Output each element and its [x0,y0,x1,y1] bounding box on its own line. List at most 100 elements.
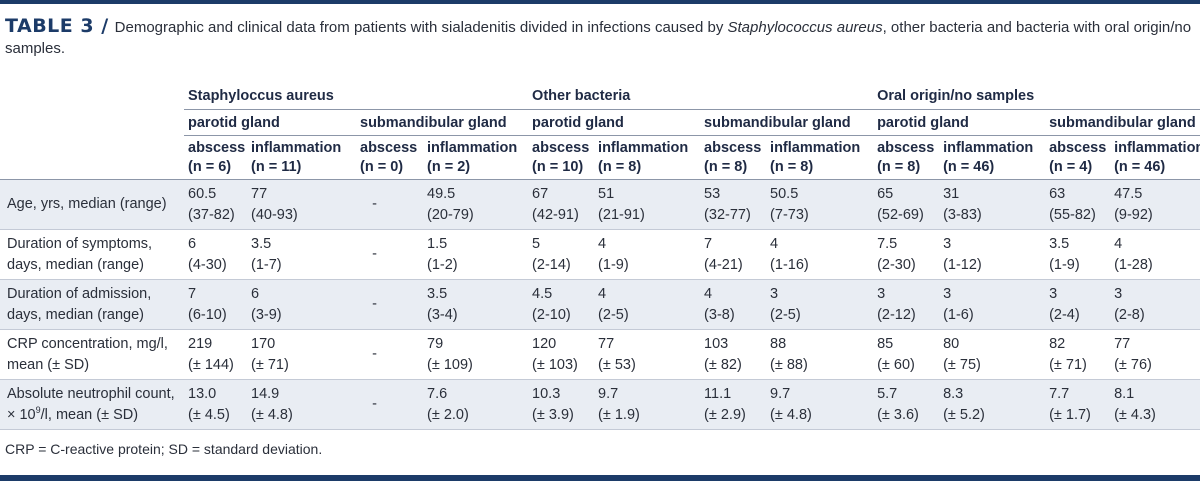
cell-range: (3-83) [943,206,982,223]
row-label: Age, yrs, median (range) [0,179,184,230]
cell-value: 3.5 [251,235,272,252]
column-type: inflammation [1114,139,1200,156]
cell-range: (9-92) [1114,206,1153,223]
cell-value: 4 [1114,235,1123,252]
cell-range: (1-12) [943,256,982,273]
gland-header: submandibular gland [700,109,874,136]
column-n: (n = 0) [360,158,404,175]
table-cell: 7.7 (± 1.7) [1045,379,1111,430]
cell-range: (± 75) [943,356,981,373]
column-header: inflammation (n = 46) [939,135,1046,180]
table-cell: 50.5 (7-73) [766,179,874,230]
table-cell: 6 (4-30) [184,229,247,280]
cell-value: 4 [704,285,713,302]
cell-range: (± 3.6) [877,406,919,423]
cell-range: (± 103) [532,356,578,373]
gland-header: submandibular gland [1045,109,1200,136]
gland-header: parotid gland [873,109,1046,136]
column-header: inflammation (n = 8) [766,135,874,180]
group-header: Oral origin/no samples [873,83,1200,110]
cell-value: 219 [188,335,213,352]
cell-range: (4-30) [188,256,227,273]
column-n: (n = 8) [598,158,642,175]
column-header: abscess (n = 10) [528,135,595,180]
cell-value: 170 [251,335,276,352]
table-cell: - [356,179,423,230]
cell-value: 8.3 [943,385,964,402]
caption-text-end: , other bacteria and bacteria with oral … [5,19,1192,57]
cell-range: (55-82) [1049,206,1096,223]
cell-range: (2-4) [1049,306,1080,323]
table-cell: 31 (3-83) [939,179,1046,230]
column-type: inflammation [427,139,518,156]
table-cell: 77 (± 53) [594,329,701,380]
cell-range: (2-14) [532,256,571,273]
table-cell: 3 (1-6) [939,279,1046,330]
data-table: Staphyloccus aureus Other bacteria Oral … [0,83,1200,430]
table-cell: 53 (32-77) [700,179,767,230]
gland-header: parotid gland [528,109,701,136]
table-cell: 13.0 (± 4.5) [184,379,247,430]
cell-value: 5 [532,235,541,252]
row-label-superscript: 9 [35,404,41,415]
table-cell: 63 (55-82) [1045,179,1111,230]
cell-value: 31 [943,185,960,202]
cell-value: 63 [1049,185,1066,202]
cell-range: (± 4.8) [770,406,812,423]
cell-value: 4 [598,235,607,252]
cell-range: (1-7) [251,256,282,273]
table-cell: 88 (± 88) [766,329,874,380]
cell-range: (± 1.7) [1049,406,1091,423]
column-type: abscess [877,139,935,156]
cell-range: (1-9) [598,256,629,273]
cell-range: (± 4.8) [251,406,293,423]
cell-range: (37-82) [188,206,235,223]
table-cell: 3 (2-5) [766,279,874,330]
cell-range: (± 144) [188,356,234,373]
cell-value: 82 [1049,335,1066,352]
table-cell: 3 (2-8) [1110,279,1200,330]
table-cell: 4 (1-9) [594,229,701,280]
column-type: inflammation [251,139,342,156]
cell-range: (40-93) [251,206,298,223]
cell-value: 1.5 [427,235,448,252]
cell-value: 79 [427,335,444,352]
table-cell: 9.7 (± 4.8) [766,379,874,430]
cell-value: - [372,346,377,362]
cell-value: 8.1 [1114,385,1135,402]
header-row-groups: Staphyloccus aureus Other bacteria Oral … [0,83,1200,110]
table-cell: 4 (3-8) [700,279,767,330]
cell-value: 13.0 [188,385,217,402]
cell-range: (± 5.2) [943,406,985,423]
column-n: (n = 46) [1114,158,1166,175]
column-n: (n = 6) [188,158,232,175]
table-cell: 7 (6-10) [184,279,247,330]
cell-value: - [372,246,377,262]
cell-range: (2-10) [532,306,571,323]
cell-value: 4 [770,235,779,252]
cell-range: (20-79) [427,206,474,223]
row-label: Duration of symptoms, days, median (range… [0,229,184,280]
cell-value: 80 [943,335,960,352]
row-label-line: × 10 [7,406,36,423]
table-cell: 4.5 (2-10) [528,279,595,330]
cell-value: 67 [532,185,549,202]
cell-value: 10.3 [532,385,561,402]
row-label-line: Absolute neutrophil count, [7,385,175,402]
table-cell: 79 (± 109) [423,329,529,380]
row-label-line: /l, mean (± SD) [40,406,139,423]
table-cell: 77 (40-93) [247,179,356,230]
cell-range: (± 88) [770,356,808,373]
cell-value: 49.5 [427,185,456,202]
cell-value: - [372,396,377,412]
column-n: (n = 4) [1049,158,1093,175]
cell-value: 3 [877,285,886,302]
cell-value: - [372,196,377,212]
column-type: abscess [188,139,246,156]
column-header: inflammation (n = 11) [247,135,356,180]
cell-range: (2-5) [598,306,629,323]
cell-range: (3-8) [704,306,735,323]
table-row: Absolute neutrophil count, × 109/l, mean … [0,379,1200,430]
table-cell: 3.5 (1-9) [1045,229,1111,280]
table-cell: 51 (21-91) [594,179,701,230]
